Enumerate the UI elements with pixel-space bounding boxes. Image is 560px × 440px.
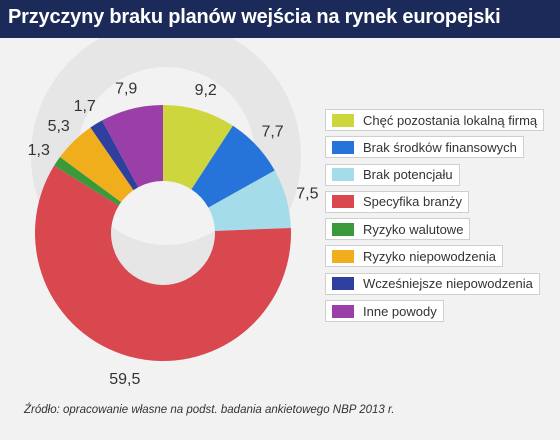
legend-item-chec-pozostania-lokalna-firma: Chęć pozostania lokalną firmą xyxy=(325,109,555,133)
legend-item-brak-srodkow-finansowych: Brak środków finansowych xyxy=(325,136,555,160)
legend-label: Specyfika branży xyxy=(363,194,462,210)
data-label-wczesniejsze-niepowodzenia: 1,7 xyxy=(74,98,96,115)
data-label-brak-srodkow-finansowych: 7,7 xyxy=(261,124,283,141)
data-label-specyfika-branzy: 59,5 xyxy=(109,371,140,388)
slice-specyfika-branzy xyxy=(34,165,292,361)
legend-label: Brak potencjału xyxy=(363,167,453,183)
legend-swatch xyxy=(332,195,354,209)
legend-swatch xyxy=(332,277,354,291)
legend-swatch xyxy=(332,140,354,154)
legend-label: Chęć pozostania lokalną firmą xyxy=(363,112,538,128)
chart-title: Przyczyny braku planów wejścia na rynek … xyxy=(8,6,501,28)
legend-label: Brak środków finansowych xyxy=(363,139,517,155)
slice-brak-srodkow-finansowych xyxy=(191,125,275,208)
legend-item-specyfika-branzy: Specyfika branży xyxy=(325,190,555,215)
legend-swatch xyxy=(332,113,354,127)
slice-inne-powody xyxy=(102,105,163,188)
data-label-brak-potencjalu: 7,5 xyxy=(296,185,318,202)
legend-swatch xyxy=(332,168,354,182)
chart-legend: Chęć pozostania lokalną firmą Brak środkó… xyxy=(325,109,555,327)
source-note: Źródło: opracowanie własne na podst. bad… xyxy=(24,404,395,416)
legend-swatch xyxy=(332,304,354,318)
data-label-ryzyko-niepowodzenia: 5,3 xyxy=(48,118,70,135)
header-bar: Przyczyny braku planów wejścia na rynek … xyxy=(0,0,560,38)
legend-item-ryzyko-niepowodzenia: Ryzyko niepowodzenia xyxy=(325,245,555,269)
data-label-ryzyko-walutowe: 1,3 xyxy=(28,142,50,159)
watermark-logo-icon xyxy=(31,38,301,291)
slice-chec-pozostania-lokalna-firma xyxy=(163,105,233,190)
slice-wczesniejsze-niepowodzenia xyxy=(90,120,139,191)
slice-brak-potencjalu xyxy=(208,170,291,231)
legend-item-inne-powody: Inne powody xyxy=(325,300,555,324)
legend-item-wczesniejsze-niepowodzenia: Wcześniejsze niepowodzenia xyxy=(325,272,555,297)
data-label-inne-powody: 7,9 xyxy=(115,81,137,98)
slice-ryzyko-walutowe xyxy=(54,157,122,206)
slice-ryzyko-niepowodzenia xyxy=(59,127,134,203)
legend-label: Ryzyko walutowe xyxy=(363,221,464,237)
legend-item-ryzyko-walutowe: Ryzyko walutowe xyxy=(325,218,555,242)
legend-label: Wcześniejsze niepowodzenia xyxy=(363,276,533,292)
legend-label: Ryzyko niepowodzenia xyxy=(363,248,496,264)
legend-swatch xyxy=(332,249,354,263)
data-label-chec-pozostania-lokalna-firma: 9,2 xyxy=(195,82,217,99)
legend-swatch xyxy=(332,222,354,236)
legend-item-brak-potencjalu: Brak potencjału xyxy=(325,163,555,188)
legend-label: Inne powody xyxy=(363,303,437,319)
